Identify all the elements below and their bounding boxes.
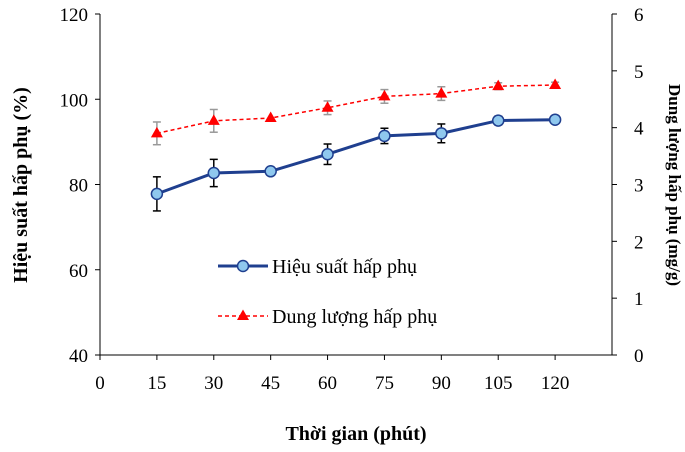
right-tick-label: 3 [634,176,644,197]
x-tick-label: 90 [432,373,451,394]
x-tick-label: 120 [541,373,570,394]
right-axis-title: Dung lượng hấp phụ (mg/g) [665,84,684,286]
capacity-point [378,89,391,101]
x-axis-title: Thời gian (phút) [285,423,426,445]
right-tick-label: 6 [634,5,644,26]
efficiency-point [321,147,334,161]
right-tick-label: 5 [634,62,644,83]
efficiency-line [156,118,556,196]
x-tick-label: 15 [147,373,166,394]
efficiency-point [378,129,391,143]
right-tick-label: 2 [634,232,644,253]
legend: Hiệu suất hấp phụ Dung lượng hấp phụ [218,256,437,328]
right-axis-ticks: 0 1 2 3 4 5 6 [612,5,644,367]
left-tick-label: 40 [69,346,88,367]
x-tick-label: 0 [95,373,105,394]
legend-label-capacity: Dung lượng hấp phụ [272,306,437,328]
legend-label-efficiency: Hiệu suất hấp phụ [272,256,417,278]
efficiency-point [491,114,505,127]
left-axis-ticks: 40 60 80 100 120 [60,5,100,367]
capacity-point [150,126,163,138]
x-tick-label: 75 [375,373,394,394]
capacity-point [207,114,220,125]
efficiency-point [150,187,164,201]
left-tick-label: 100 [60,90,89,111]
efficiency-point [435,127,448,140]
efficiency-point [207,166,221,180]
efficiency-point [264,165,277,178]
left-tick-label: 120 [60,5,89,26]
capacity-point [492,79,505,91]
plot-frame [99,14,613,356]
left-tick-label: 80 [69,176,88,197]
legend-entry-efficiency: Hiệu suất hấp phụ [218,256,417,278]
right-tick-label: 1 [634,289,644,310]
series-capacity [150,78,562,146]
right-tick-label: 4 [634,119,644,140]
capacity-point [264,111,277,123]
legend-marker-efficiency [236,259,250,273]
left-tick-label: 60 [69,261,88,282]
x-tick-label: 105 [484,373,513,394]
capacity-point [321,101,334,112]
left-axis-title: Hiệu suất hấp phụ (%) [10,87,32,283]
x-tick-label: 30 [204,373,223,394]
right-tick-label: 0 [634,346,644,367]
capacity-point [435,87,448,98]
capacity-point [549,78,562,90]
efficiency-point [548,113,562,126]
series-efficiency [150,113,562,212]
legend-entry-capacity: Dung lượng hấp phụ [218,306,437,328]
x-tick-label: 45 [261,373,280,394]
legend-marker-capacity [237,309,249,320]
x-axis-ticks: 0 15 30 45 60 75 90 105 120 [95,355,569,394]
x-tick-label: 60 [318,373,337,394]
series-layer [150,78,562,212]
